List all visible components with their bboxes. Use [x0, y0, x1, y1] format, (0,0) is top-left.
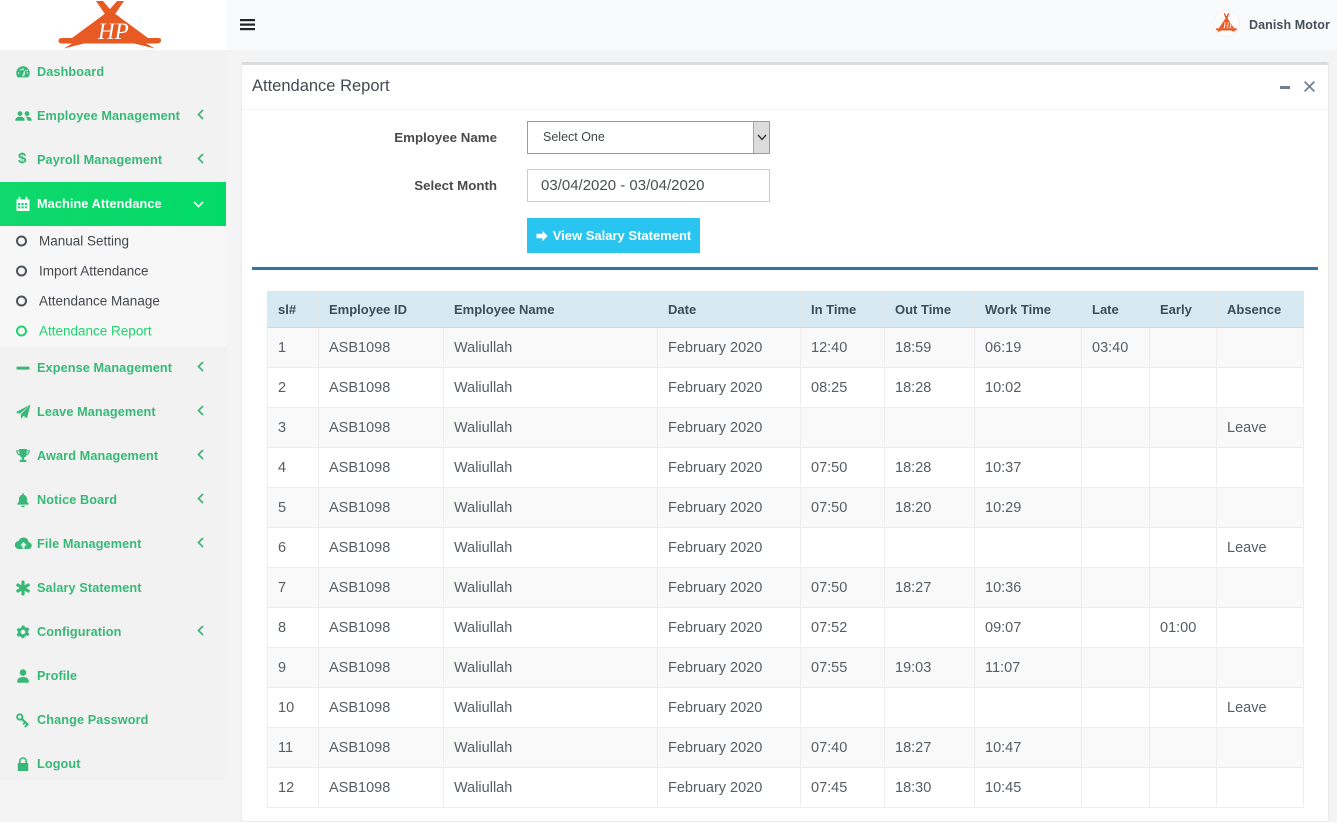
svg-text:HP: HP: [1222, 21, 1234, 30]
svg-text:HP: HP: [97, 19, 129, 44]
